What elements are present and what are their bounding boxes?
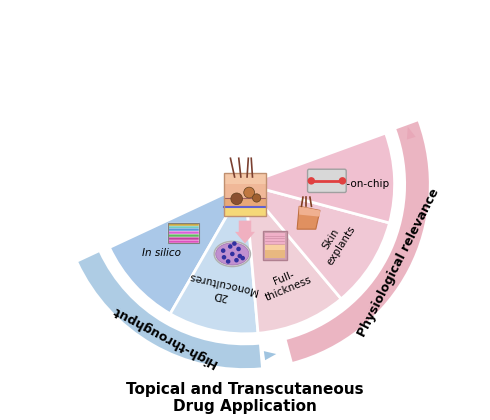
Wedge shape [109,184,245,314]
Circle shape [252,194,261,202]
Text: Topical and Transcutaneous
Drug Application: Topical and Transcutaneous Drug Applicat… [126,382,364,415]
Circle shape [221,248,225,253]
Wedge shape [245,184,390,299]
Circle shape [226,259,230,264]
Text: High-throughput: High-throughput [109,303,219,370]
Text: Physiological relevance: Physiological relevance [355,186,442,339]
FancyBboxPatch shape [224,198,266,207]
Circle shape [244,187,255,198]
Circle shape [236,247,241,251]
FancyBboxPatch shape [168,226,199,228]
FancyBboxPatch shape [224,173,266,184]
Polygon shape [297,206,320,229]
Circle shape [234,258,239,262]
Circle shape [231,193,243,205]
Circle shape [308,177,315,184]
Text: Skin-on-chip: Skin-on-chip [324,178,390,189]
FancyBboxPatch shape [263,231,287,260]
FancyBboxPatch shape [168,237,199,240]
FancyBboxPatch shape [265,244,285,250]
FancyBboxPatch shape [168,223,199,226]
Text: Skin
explants: Skin explants [315,218,357,267]
Ellipse shape [214,241,250,267]
Text: Full-
thickness: Full- thickness [259,264,313,303]
Wedge shape [78,252,261,368]
Wedge shape [287,121,429,362]
FancyBboxPatch shape [265,234,285,246]
Circle shape [339,177,346,184]
FancyBboxPatch shape [168,240,199,243]
Circle shape [241,256,245,260]
Wedge shape [245,184,341,333]
FancyBboxPatch shape [265,250,285,258]
FancyBboxPatch shape [224,184,266,198]
Circle shape [221,255,226,260]
Wedge shape [245,133,394,223]
FancyBboxPatch shape [168,228,199,231]
Text: 2D
Monocultures: 2D Monocultures [185,271,258,307]
Circle shape [238,254,242,258]
FancyBboxPatch shape [308,169,346,192]
Circle shape [230,252,235,256]
Ellipse shape [216,243,249,265]
Polygon shape [299,206,320,217]
Circle shape [228,244,233,249]
Polygon shape [407,127,416,139]
Text: In silico: In silico [142,248,181,258]
FancyBboxPatch shape [168,234,199,237]
FancyBboxPatch shape [168,231,199,234]
Circle shape [232,241,237,246]
Wedge shape [170,184,258,334]
Polygon shape [264,351,276,360]
FancyBboxPatch shape [224,207,266,216]
FancyArrow shape [235,220,255,244]
